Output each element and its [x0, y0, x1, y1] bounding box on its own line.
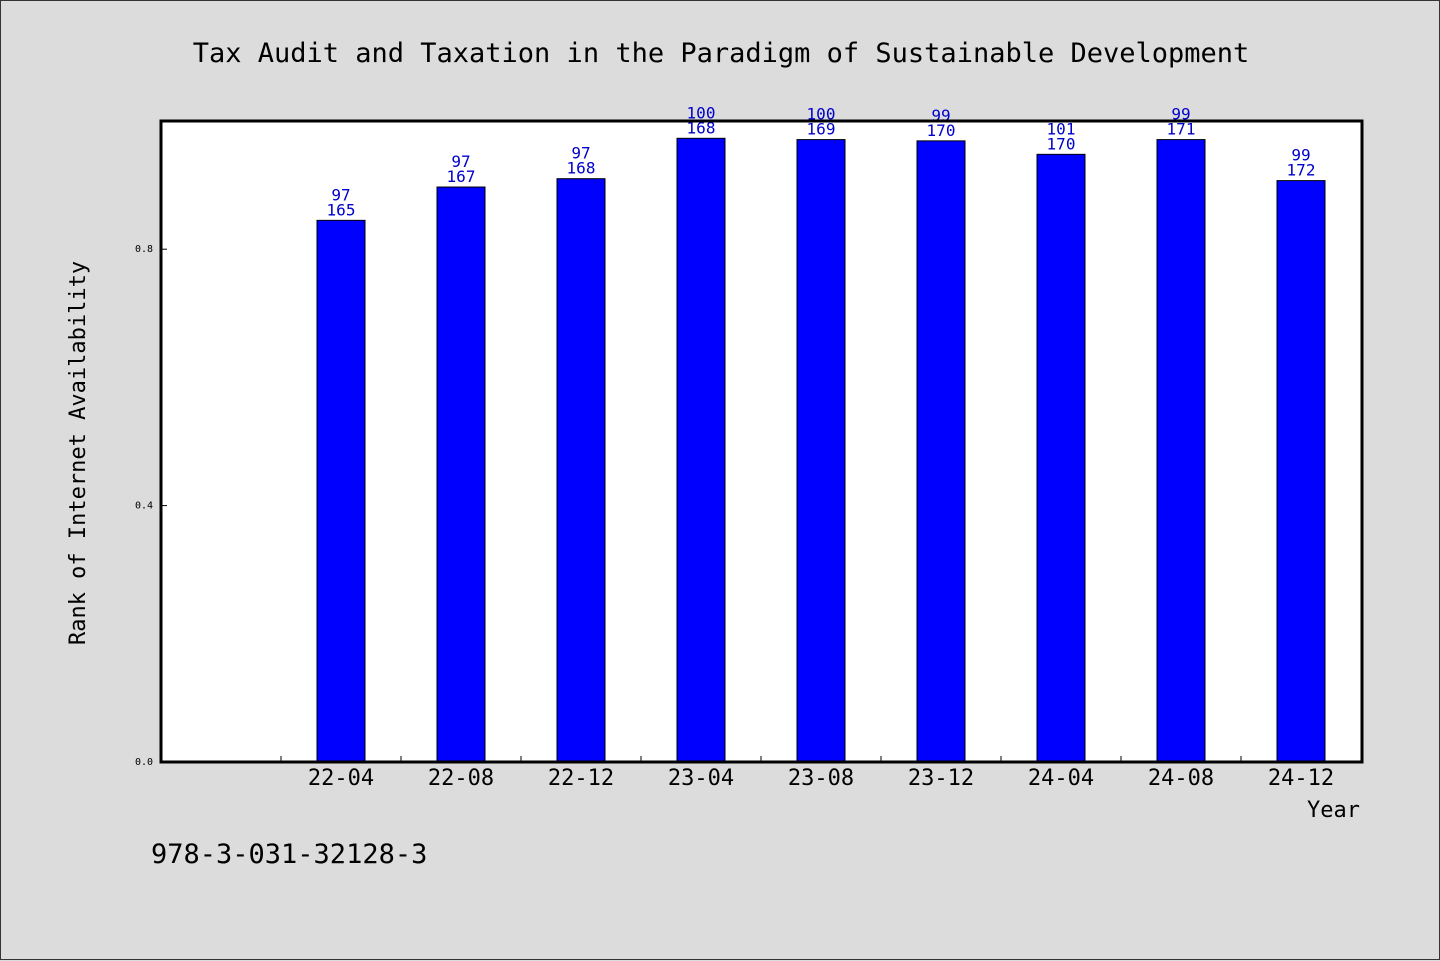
x-tick-label: 23-08 [788, 766, 854, 791]
bar-label-top: 99 [1171, 105, 1190, 124]
bar-label-top: 97 [451, 152, 470, 171]
bar-label-top: 100 [687, 103, 716, 122]
bar-23-04 [676, 137, 726, 763]
bar-22-08 [436, 186, 486, 763]
x-tick-label: 24-04 [1028, 766, 1094, 791]
bar-22-04 [316, 219, 366, 763]
plot-border [159, 119, 1364, 764]
bar-label-bottom: 170 [1047, 134, 1076, 153]
bar-label-top: 97 [571, 144, 590, 163]
bar-23-08 [796, 139, 846, 763]
bar-24-08 [1156, 139, 1206, 763]
bar-label-bottom: 168 [687, 118, 716, 137]
x-tick-label: 22-08 [428, 766, 494, 791]
x-tick-label: 22-12 [548, 766, 614, 791]
y-tick-label: 0.0 [135, 757, 153, 768]
bar-label-top: 100 [807, 105, 836, 124]
bar-23-12 [916, 140, 966, 763]
y-tick-label: 0.4 [135, 501, 153, 512]
bar-24-04 [1036, 153, 1086, 763]
bar-label-bottom: 169 [807, 120, 836, 139]
y-tick-label: 0.8 [135, 244, 153, 255]
isbn-label: 978-3-031-32128-3 [151, 839, 427, 870]
chart-title: Tax Audit and Taxation in the Paradigm o… [193, 38, 1250, 69]
y-axis-label: Rank of Internet Availability [66, 261, 91, 645]
bar-label-bottom: 168 [567, 159, 596, 178]
x-tick-label: 23-04 [668, 766, 734, 791]
bar-label-top: 99 [1291, 146, 1310, 165]
bar-label-bottom: 170 [927, 121, 956, 140]
x-tick-label: 24-12 [1268, 766, 1334, 791]
x-tick-label: 23-12 [908, 766, 974, 791]
bar-label-bottom: 167 [447, 167, 476, 186]
bar-label-bottom: 165 [327, 200, 356, 219]
bar-22-12 [556, 178, 606, 763]
bar-24-12 [1276, 180, 1326, 763]
x-axis-label: Year [1307, 798, 1360, 823]
bar-label-top: 97 [331, 185, 350, 204]
bar-label-bottom: 172 [1287, 161, 1316, 180]
x-tick-label: 24-08 [1148, 766, 1214, 791]
bar-label-bottom: 171 [1167, 120, 1196, 139]
bar-label-top: 101 [1047, 119, 1076, 138]
x-tick-label: 22-04 [308, 766, 374, 791]
